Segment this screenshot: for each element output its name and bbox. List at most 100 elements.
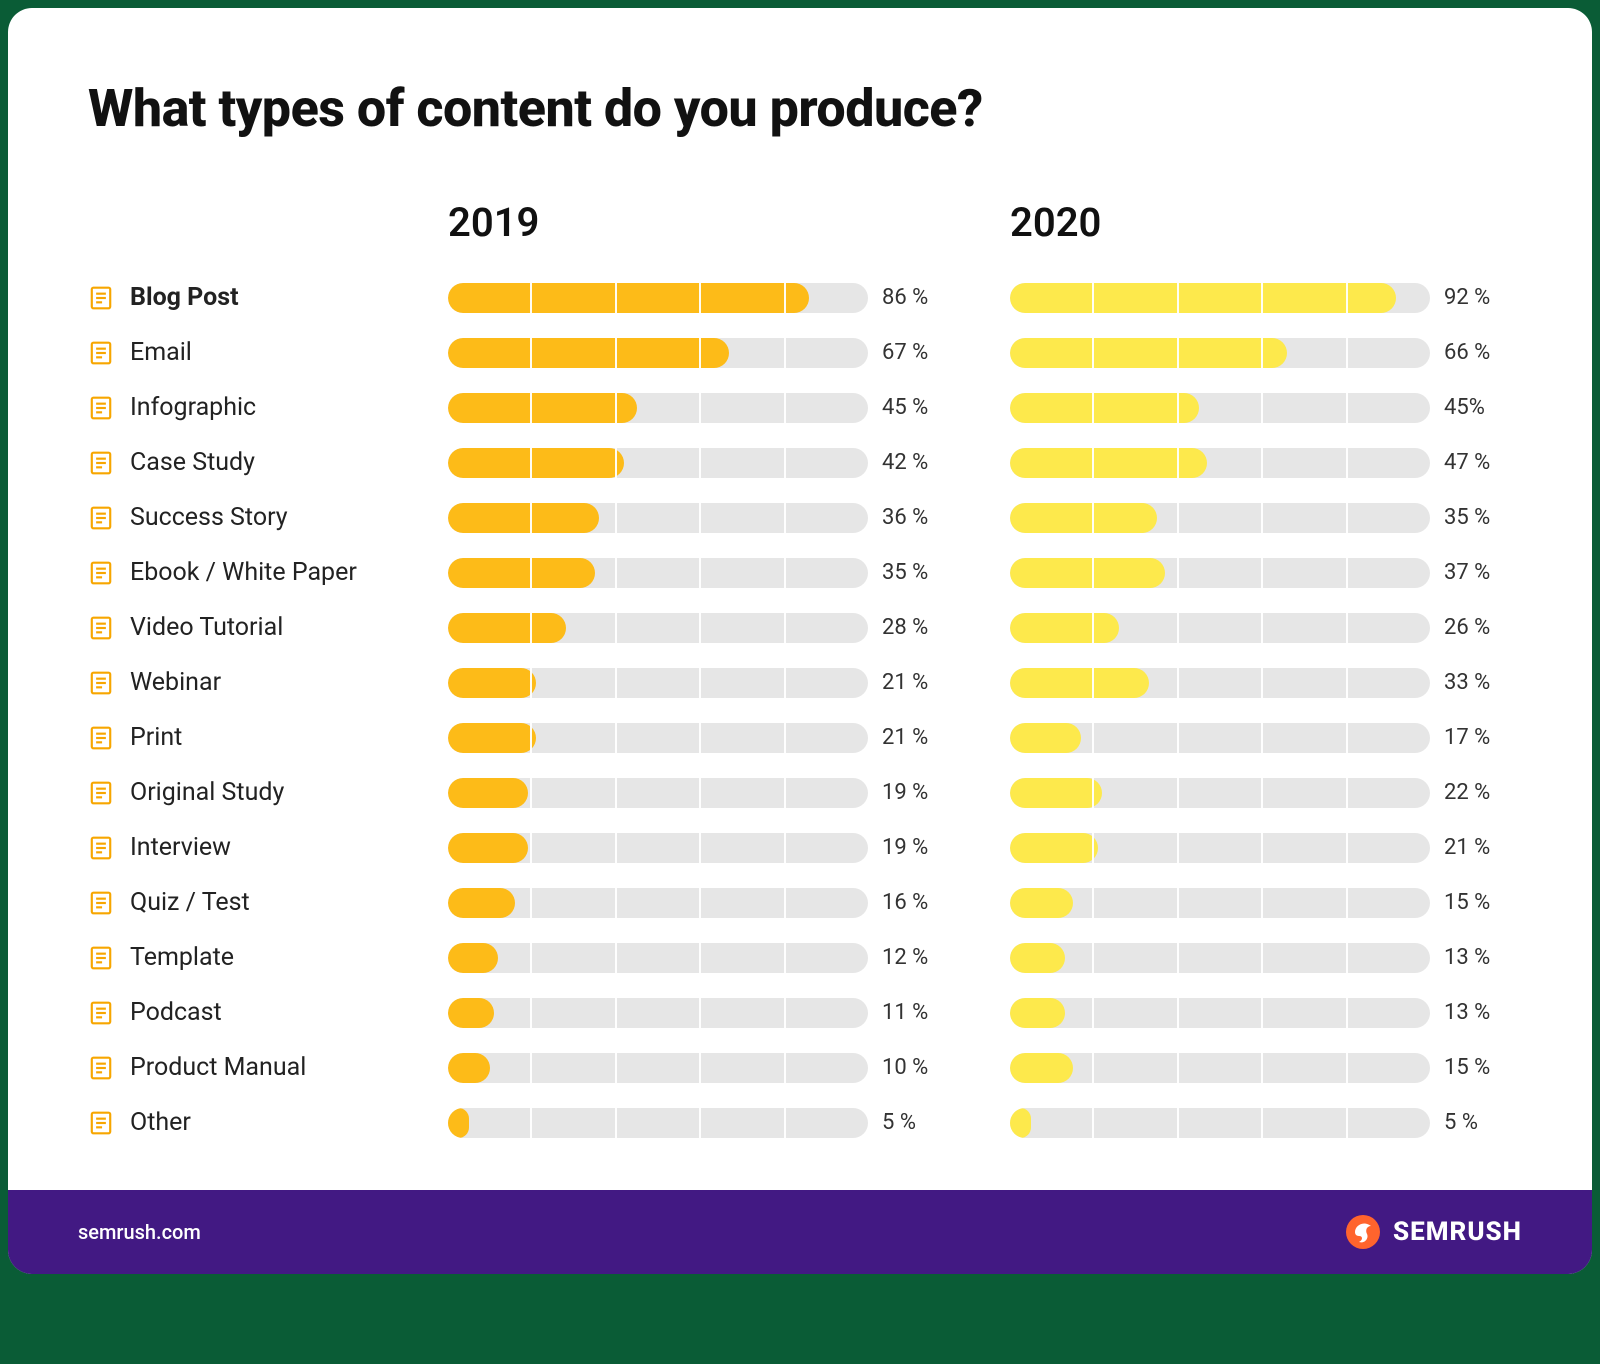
row-label: Podcast	[88, 985, 448, 1040]
bar-track	[1010, 833, 1430, 863]
row-label: Print	[88, 710, 448, 765]
bar-value: 5 %	[882, 1110, 916, 1135]
bar-segments	[1010, 998, 1430, 1028]
bar-track	[1010, 998, 1430, 1028]
brand: SEMRUSH	[1345, 1214, 1522, 1250]
bar-track	[1010, 723, 1430, 753]
row-label-text: Ebook / White Paper	[130, 558, 357, 587]
bar-cell-2019: 16 %	[448, 875, 950, 930]
bar-cell-2020: 17 %	[1010, 710, 1512, 765]
bar-fill	[448, 833, 528, 863]
bar-track	[448, 338, 868, 368]
bar-cell-2020: 66 %	[1010, 325, 1512, 380]
bar-fill	[1010, 283, 1396, 313]
bar-cell-2019: 35 %	[448, 545, 950, 600]
bar-track	[448, 723, 868, 753]
bar-track	[448, 1108, 868, 1138]
bar-value: 16 %	[882, 890, 928, 915]
bar-cell-2019: 67 %	[448, 325, 950, 380]
bar-cell-2019: 28 %	[448, 600, 950, 655]
bar-cell-2019: 19 %	[448, 765, 950, 820]
bar-value: 15 %	[1444, 890, 1490, 915]
bar-value: 12 %	[882, 945, 928, 970]
year-2020-header: 2020	[1010, 199, 1512, 246]
row-label: Success Story	[88, 490, 448, 545]
bar-track	[448, 558, 868, 588]
bar-track	[1010, 393, 1430, 423]
row-label: Webinar	[88, 655, 448, 710]
bar-value: 67 %	[882, 340, 928, 365]
bar-track	[1010, 558, 1430, 588]
bar-track	[448, 1053, 868, 1083]
document-icon	[88, 780, 114, 806]
footer-bar: semrush.com SEMRUSH	[8, 1190, 1592, 1274]
bar-cell-2019: 5 %	[448, 1095, 950, 1150]
row-label-text: Blog Post	[130, 283, 239, 312]
bar-fill	[1010, 1053, 1073, 1083]
row-label: Ebook / White Paper	[88, 545, 448, 600]
bar-fill	[1010, 943, 1065, 973]
brand-text: SEMRUSH	[1393, 1217, 1522, 1247]
row-label-text: Product Manual	[130, 1053, 306, 1082]
row-label-text: Video Tutorial	[130, 613, 283, 642]
bar-value: 86 %	[882, 285, 928, 310]
bar-cell-2020: 26 %	[1010, 600, 1512, 655]
year-2019-header: 2019	[448, 199, 950, 246]
bar-value: 13 %	[1444, 945, 1490, 970]
bar-fill	[1010, 393, 1199, 423]
row-label: Blog Post	[88, 270, 448, 325]
bar-cell-2020: 47 %	[1010, 435, 1512, 490]
document-icon	[88, 890, 114, 916]
bar-fill	[448, 338, 729, 368]
bar-fill	[448, 668, 536, 698]
chart-title: What types of content do you produce?	[88, 78, 1512, 139]
bar-track	[448, 668, 868, 698]
bar-segments	[448, 1053, 868, 1083]
bar-fill	[1010, 338, 1287, 368]
bar-cell-2020: 13 %	[1010, 985, 1512, 1040]
bar-segments	[448, 943, 868, 973]
bar-fill	[448, 448, 624, 478]
bar-fill	[448, 943, 498, 973]
bar-value: 13 %	[1444, 1000, 1490, 1025]
bar-value: 66 %	[1444, 340, 1490, 365]
bar-fill	[1010, 448, 1207, 478]
bar-cell-2019: 19 %	[448, 820, 950, 875]
bar-fill	[448, 1053, 490, 1083]
bar-fill	[1010, 998, 1065, 1028]
bar-segments	[448, 1108, 868, 1138]
bar-cell-2019: 10 %	[448, 1040, 950, 1095]
bar-value: 35 %	[1444, 505, 1490, 530]
bar-track	[1010, 1108, 1430, 1138]
bar-segments	[1010, 1108, 1430, 1138]
bar-cell-2020: 22 %	[1010, 765, 1512, 820]
bar-value: 45%	[1444, 395, 1485, 420]
chart-inner: What types of content do you produce? 20…	[8, 8, 1592, 1190]
bar-track	[1010, 888, 1430, 918]
bar-track	[1010, 448, 1430, 478]
bar-track	[448, 888, 868, 918]
row-label-text: Quiz / Test	[130, 888, 250, 917]
row-label-text: Success Story	[130, 503, 288, 532]
bar-value: 19 %	[882, 835, 928, 860]
document-icon	[88, 560, 114, 586]
bar-value: 35 %	[882, 560, 928, 585]
row-label: Interview	[88, 820, 448, 875]
bar-track	[1010, 943, 1430, 973]
row-label: Original Study	[88, 765, 448, 820]
row-label: Case Study	[88, 435, 448, 490]
bar-value: 15 %	[1444, 1055, 1490, 1080]
document-icon	[88, 1055, 114, 1081]
row-label: Quiz / Test	[88, 875, 448, 930]
row-label: Other	[88, 1095, 448, 1150]
row-label-text: Webinar	[130, 668, 221, 697]
row-label: Email	[88, 325, 448, 380]
bar-track	[448, 943, 868, 973]
row-label: Video Tutorial	[88, 600, 448, 655]
bar-value: 47 %	[1444, 450, 1490, 475]
bar-track	[1010, 778, 1430, 808]
bar-track	[448, 998, 868, 1028]
bar-value: 28 %	[882, 615, 928, 640]
bar-value: 33 %	[1444, 670, 1490, 695]
bar-fill	[1010, 613, 1119, 643]
